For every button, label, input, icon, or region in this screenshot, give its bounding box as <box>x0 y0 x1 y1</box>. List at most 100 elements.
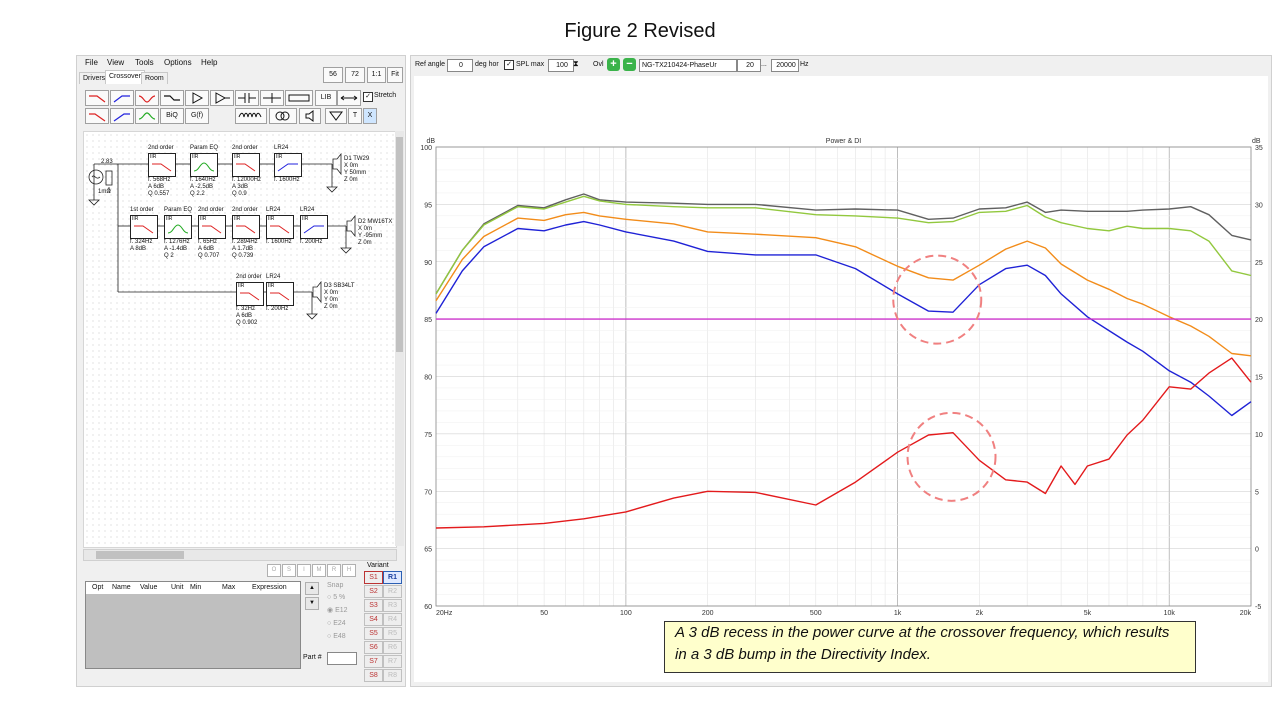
highpass-blue-2-button[interactable] <box>110 108 134 124</box>
menu-options[interactable]: Options <box>164 58 192 67</box>
overlay-file-select[interactable]: NG-TX210424-PhaseUr <box>639 59 737 72</box>
y-tick-label-left: 60 <box>424 604 432 611</box>
variant-s1[interactable]: S1 <box>364 571 383 584</box>
highpass-blue-button[interactable] <box>110 90 134 106</box>
opt-r-button[interactable]: R <box>327 564 341 577</box>
filter-block[interactable]: IIR <box>148 153 176 177</box>
stretch-arrow-button[interactable] <box>337 90 361 106</box>
freq-max-input[interactable]: 20000 <box>771 59 799 72</box>
menu-file[interactable]: File <box>85 58 98 67</box>
add-overlay-icon[interactable]: + <box>607 58 620 71</box>
peak-green-button[interactable] <box>135 108 159 124</box>
filter-block[interactable]: IIR <box>232 215 260 239</box>
close-x-button[interactable]: X <box>363 108 377 124</box>
resistor-button[interactable] <box>285 90 313 106</box>
opt-s-button[interactable]: S <box>282 564 296 577</box>
variant-s2[interactable]: S2 <box>364 585 383 598</box>
zoom-72-button[interactable]: 72 <box>345 67 365 83</box>
variant-s7[interactable]: S7 <box>364 655 383 668</box>
variant-s5[interactable]: S5 <box>364 627 383 640</box>
biquad-button[interactable]: BiQ <box>160 108 184 124</box>
filter-block[interactable]: IIR <box>130 215 158 239</box>
variant-s6[interactable]: S6 <box>364 641 383 654</box>
tab-crossover[interactable]: Crossover <box>105 70 145 84</box>
freq-min-input[interactable]: 20 <box>737 59 761 72</box>
opt-i-button[interactable]: I <box>297 564 311 577</box>
menu-help[interactable]: Help <box>201 58 218 67</box>
remove-overlay-icon[interactable]: − <box>623 58 636 71</box>
variant-r1[interactable]: R1 <box>383 571 402 584</box>
buffer-button[interactable] <box>210 90 234 106</box>
gf-button[interactable]: G(f) <box>185 108 209 124</box>
filter-block[interactable]: IIR <box>164 215 192 239</box>
zoom-fit-button[interactable]: Fit <box>387 67 403 83</box>
zoom-1to1-button[interactable]: 1:1 <box>367 67 386 83</box>
snap-option-e24[interactable]: ○ E24 <box>327 620 346 627</box>
transformer-button[interactable] <box>269 108 297 124</box>
lowpass-icon <box>270 225 290 234</box>
library-button[interactable]: LIB <box>315 90 337 106</box>
part-number-input[interactable] <box>327 652 357 665</box>
column-header: Name <box>112 584 131 591</box>
move-up-button[interactable]: ▲ <box>305 582 319 595</box>
wire-button[interactable] <box>260 90 284 106</box>
opt-h-button[interactable]: H <box>342 564 356 577</box>
parameter-table[interactable]: Opt Name Value Unit Min Max Expression <box>85 581 301 669</box>
y-tick-label-right: 5 <box>1255 489 1259 496</box>
plot-area[interactable]: Power & DI dB dB 100 95 90 85 80 75 70 65 60 35 30 25 2… <box>414 76 1268 682</box>
snap-option-5pct[interactable]: ○ 5 % <box>327 594 346 601</box>
spin-icon[interactable]: ⧗ <box>573 59 579 68</box>
variant-r4[interactable]: R4 <box>383 613 402 626</box>
shelf-button[interactable] <box>160 90 184 106</box>
resistor-icon <box>288 94 310 102</box>
lowpass-red-2-button[interactable] <box>85 108 109 124</box>
ref-angle-input[interactable]: 0 <box>447 59 473 72</box>
speaker-button[interactable] <box>299 108 321 124</box>
opt-m-button[interactable]: M <box>312 564 326 577</box>
menu-tools[interactable]: Tools <box>135 58 154 67</box>
tab-room[interactable]: Room <box>141 72 168 84</box>
variant-s3[interactable]: S3 <box>364 599 383 612</box>
menu-view[interactable]: View <box>107 58 125 67</box>
filter-block[interactable]: IIR <box>198 215 226 239</box>
speaker-icon <box>305 110 314 122</box>
variant-r3[interactable]: R3 <box>383 599 402 612</box>
inductor-button[interactable] <box>235 108 267 124</box>
variant-r7[interactable]: R7 <box>383 655 402 668</box>
text-button[interactable]: T <box>348 108 362 124</box>
filter-block[interactable]: IIR <box>274 153 302 177</box>
variant-r6[interactable]: R6 <box>383 641 402 654</box>
spl-max-checkbox[interactable]: ✓ <box>504 60 514 70</box>
scrollbar-thumb[interactable] <box>96 551 184 559</box>
crossover-schematic[interactable]: 2.83 1mΩ 2nd order IIR f. 568Hz A 6dB Q 0.… <box>83 131 397 548</box>
variant-s4[interactable]: S4 <box>364 613 383 626</box>
filter-block[interactable]: IIR <box>232 153 260 177</box>
filter-block[interactable]: IIR <box>266 282 294 306</box>
spl-max-input[interactable]: 100 <box>548 59 574 72</box>
variant-r5[interactable]: R5 <box>383 627 402 640</box>
snap-option-e48[interactable]: ○ E48 <box>327 633 346 640</box>
opt-o-button[interactable]: O <box>267 564 281 577</box>
schematic-vertical-scrollbar[interactable] <box>395 131 404 546</box>
filter-block[interactable]: IIR <box>266 215 294 239</box>
zoom-56-button[interactable]: 56 <box>323 67 343 83</box>
variant-r8[interactable]: R8 <box>383 669 402 682</box>
schematic-horizontal-scrollbar[interactable] <box>83 549 397 561</box>
variant-s8[interactable]: S8 <box>364 669 383 682</box>
ground-button[interactable] <box>325 108 347 124</box>
capacitor-button[interactable] <box>235 90 259 106</box>
scrollbar-thumb[interactable] <box>396 137 403 352</box>
amplifier-button[interactable] <box>185 90 209 106</box>
peak-red-button[interactable] <box>135 90 159 106</box>
stretch-checkbox[interactable]: ✓ <box>363 92 373 102</box>
filter-block[interactable]: IIR <box>236 282 264 306</box>
variant-r2[interactable]: R2 <box>383 585 402 598</box>
snap-option-e12[interactable]: ◉ E12 <box>327 607 348 614</box>
y-tick-label-left: 80 <box>424 375 432 382</box>
filter-block[interactable]: IIR <box>190 153 218 177</box>
y-tick-label-left: 65 <box>424 547 432 554</box>
move-down-button[interactable]: ▼ <box>305 597 319 610</box>
lowpass-red-button[interactable] <box>85 90 109 106</box>
filter-block[interactable]: IIR <box>300 215 328 239</box>
